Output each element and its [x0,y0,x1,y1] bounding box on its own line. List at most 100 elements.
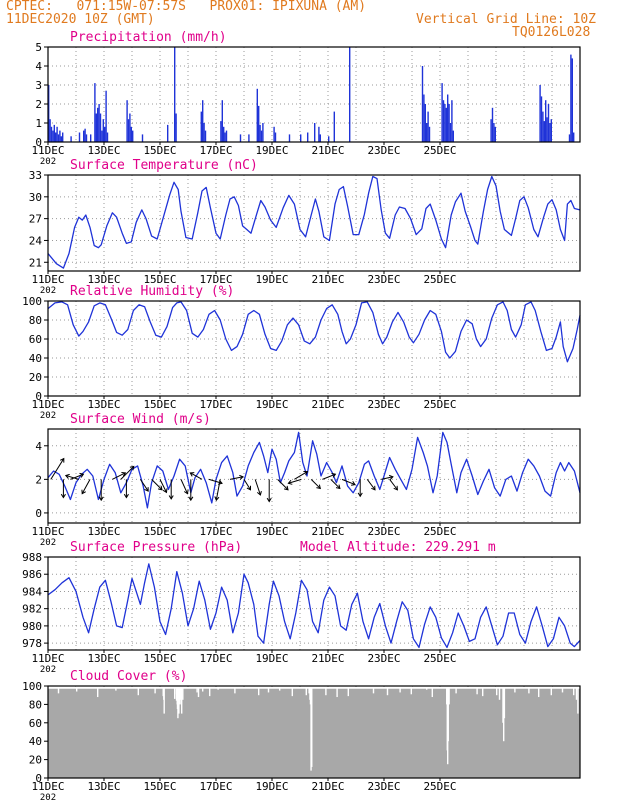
precip-bar [333,111,335,142]
cloud-bar [154,686,156,694]
panel-frame [47,556,581,651]
precip-bar [546,117,548,142]
cloud-bar [426,686,428,690]
cloud-bar [179,686,181,700]
wind-vector [139,479,149,492]
precip-bar [262,123,264,142]
x-tick-label: 17DEC [199,780,232,793]
y-tick-label: 0 [35,507,42,520]
panel-title: Surface Wind (m/s) [70,412,211,427]
cloud-bar [279,686,281,691]
precip-bar [573,132,575,142]
x-year-label: 202 [40,538,56,548]
precip-bar [85,134,88,142]
wind-vector [243,479,251,491]
y-tick-label: 0 [35,136,42,149]
x-tick-label: 19DEC [255,652,288,665]
cloud-bar [258,686,260,696]
cloud-bar [573,686,575,696]
wind-vector [381,476,394,480]
panel-frame [47,300,581,397]
y-tick-label: 0 [35,772,42,785]
x-tick-label: 21DEC [311,780,344,793]
cloud-bar [528,686,530,694]
wind-vector [120,466,135,480]
panel-frame [47,46,581,143]
x-tick-label: 11DEC [31,398,64,411]
precip-bar [84,128,86,142]
panel-5: 978 980 982 984 986 988 11DEC 13DEC 15DEC 17DEC 19… [22,540,581,675]
precip-bar [444,104,446,142]
cloud-bar [447,686,449,742]
precip-bar [204,130,207,142]
y-tick-label: 5 [35,41,42,54]
cloud-bar [308,686,310,694]
wind-arrowhead [266,497,272,503]
cloud-bar [550,686,552,696]
precip-bar [203,123,205,142]
wind-arrowhead [79,472,85,478]
x-year-label: 202 [40,157,56,167]
x-tick-label: 11DEC [31,273,64,286]
wind-arrowhead [351,481,356,486]
x-tick-label: 17DEC [199,144,232,157]
precip-bar [493,123,495,142]
precip-bar [106,132,109,142]
y-tick-label: 980 [22,620,42,633]
wind-vector [310,479,321,489]
precip-bar [105,90,107,142]
panel-title: Precipitation (mm/h) [70,30,227,45]
x-tick-label: 21DEC [311,525,344,538]
precip-bar [167,124,169,142]
precip-bar [94,83,96,142]
panel-title: Cloud Cover (%) [70,669,187,684]
cloud-bar [234,686,236,694]
precip-bar [223,126,225,142]
precip-bar [260,130,263,142]
cloud-bar [174,686,176,699]
cloud-bar [455,686,457,694]
wind-arrowhead [246,485,251,491]
wind-arrowhead [331,472,337,478]
cloud-bar [399,686,401,693]
wind-arrowhead [393,485,398,491]
wind-arrowhead [168,495,174,500]
panel-title: Relative Humidity (%) [70,284,234,299]
precip-bar [200,111,202,142]
wind-vector [112,472,126,480]
wind-arrowhead [371,485,376,491]
precip-bar [126,100,128,142]
precip-bar [50,126,53,142]
precip-bar [53,124,55,142]
y-tick-label: 4 [35,60,42,73]
x-tick-label: 13DEC [87,525,120,538]
wind-vector [294,471,308,480]
wind-vector [277,479,289,491]
panel-1: 0 1 2 3 4 5 11DEC 13DEC 15DEC 17DEC 19DEC 21DEC 23DE… [31,30,581,167]
cloud-bar [57,686,60,694]
cloud-bar [325,686,327,696]
cloud-bar [182,686,184,700]
x-year-label: 202 [40,793,56,800]
cloud-bar [311,686,313,767]
precip-bar [273,126,275,142]
series-line [47,301,581,363]
x-tick-label: 25DEC [423,525,456,538]
wind-vector [389,479,398,491]
cloud-bar [372,686,375,694]
panel-6: 0 20 40 60 80 100 11DEC 13DEC 15DEC 17DEC 19DEC 21D… [22,669,581,800]
cloud-bar [336,686,338,698]
wind-vector [322,473,336,480]
x-tick-label: 17DEC [199,273,232,286]
x-tick-label: 19DEC [255,780,288,793]
x-tick-label: 17DEC [199,398,232,411]
cloud-bar [575,686,578,700]
precip-bar [49,119,51,142]
wind-vector [159,479,167,493]
series-line [47,431,581,509]
y-tick-label: 60 [29,333,42,346]
precip-bar [224,132,226,142]
cloud-bar [498,686,501,700]
x-tick-label: 19DEC [255,144,288,157]
cloud-bar [196,686,198,693]
